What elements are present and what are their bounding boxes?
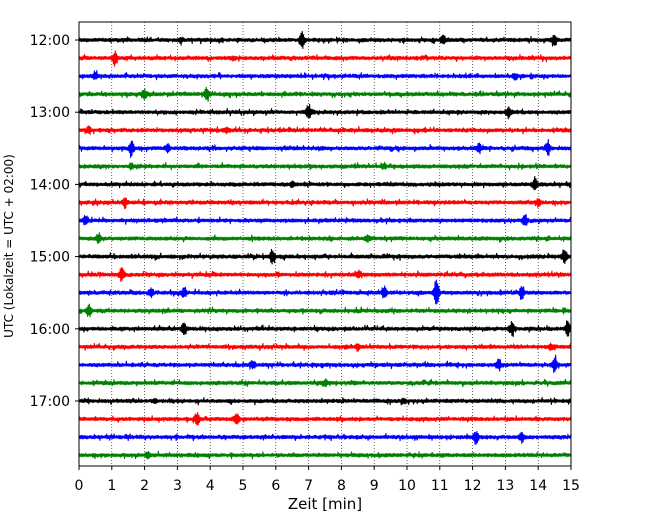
x-tick-label: 0 (75, 478, 84, 494)
y-tick-label: 12:00 (30, 33, 70, 49)
x-tick-label: 4 (206, 478, 215, 494)
x-tick-label: 7 (304, 478, 313, 494)
y-tick-label: 13:00 (30, 105, 70, 121)
trace-1230 (78, 70, 572, 81)
trace-1315 (78, 125, 572, 135)
trace-1630 (78, 354, 572, 373)
trace-1745 (78, 450, 572, 460)
x-tick-label: 13 (496, 478, 514, 494)
y-tick-label: 14:00 (30, 177, 70, 193)
y-tick-label: 16:00 (30, 322, 70, 338)
trace-1330 (78, 139, 572, 159)
trace-1530 (78, 279, 572, 305)
trace-1645 (78, 378, 572, 388)
plot-frame (78, 21, 572, 467)
trace-1545 (78, 303, 572, 318)
x-tick-label: 5 (239, 478, 248, 494)
trace-1515 (78, 267, 572, 283)
traces-layer (78, 30, 572, 460)
x-axis: 0 1 2 3 4 5 6 7 8 9 10 11 12 13 14 15 (75, 466, 580, 494)
trace-1300 (78, 103, 572, 120)
x-tick-label: 14 (529, 478, 547, 494)
y-axis: 12:00 13:00 14:00 15:00 16:00 17:00 (30, 33, 79, 410)
trace-1715 (78, 411, 572, 426)
x-tick-label: 2 (140, 478, 149, 494)
x-tick-label: 8 (337, 478, 346, 494)
trace-1600 (78, 320, 572, 338)
trace-1615 (78, 342, 572, 352)
trace-1700 (78, 396, 572, 406)
trace-1415 (78, 197, 572, 210)
x-tick-label: 3 (173, 478, 182, 494)
x-tick-label: 15 (562, 478, 580, 494)
y-tick-label: 17:00 (30, 394, 70, 410)
x-tick-label: 1 (107, 478, 116, 494)
trace-1245 (78, 86, 572, 102)
trace-1215 (78, 50, 572, 67)
x-tick-label: 11 (431, 478, 449, 494)
trace-1430 (78, 213, 572, 226)
grid-layer (111, 22, 539, 466)
x-tick-label: 10 (398, 478, 416, 494)
trace-1400 (78, 175, 572, 191)
y-tick-label: 15:00 (30, 250, 70, 266)
x-tick-label: 6 (271, 478, 280, 494)
x-tick-label: 12 (464, 478, 482, 494)
trace-1200 (78, 30, 572, 50)
x-tick-label: 9 (370, 478, 379, 494)
trace-1445 (78, 232, 572, 244)
trace-1345 (78, 161, 572, 171)
y-axis-label: UTC (Lokalzeit = UTC + 02:00) (2, 154, 16, 338)
x-axis-label: Zeit [min] (288, 495, 362, 513)
trace-1500 (78, 248, 572, 265)
trace-1730 (78, 430, 572, 445)
